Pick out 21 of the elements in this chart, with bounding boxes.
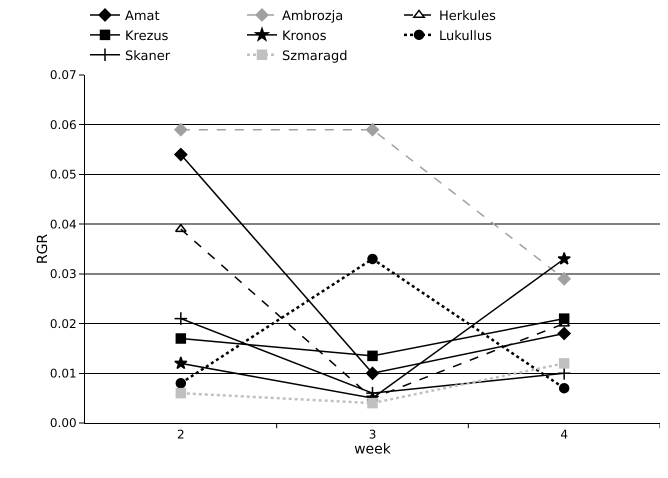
x-tick-label: 3	[368, 427, 376, 442]
legend-label: Amat	[125, 9, 160, 24]
y-tick-label: 0.07	[50, 68, 77, 82]
legend-label: Herkules	[439, 9, 496, 24]
x-tick-label: 4	[560, 427, 568, 442]
legend-label: Krezus	[125, 28, 169, 44]
y-tick-label: 0.02	[50, 316, 77, 331]
y-tick-label: 0.06	[50, 118, 77, 132]
legend-label: Ambrozja	[282, 9, 344, 24]
y-axis-title: RGR	[35, 234, 51, 264]
y-tick-label: 0.03	[50, 267, 77, 282]
x-axis-title: week	[354, 441, 392, 458]
y-tick-label: 0.04	[50, 217, 77, 232]
y-tick-label: 0.05	[50, 168, 77, 182]
legend-label: Skaner	[125, 48, 171, 64]
x-tick-label: 2	[177, 427, 185, 442]
y-tick-label: 0.00	[50, 416, 77, 430]
y-tick-label: 0.01	[50, 366, 77, 380]
legend-label: Kronos	[282, 28, 327, 44]
legend-label: Lukullus	[439, 28, 492, 44]
legend-label: Szmaragd	[282, 48, 348, 64]
